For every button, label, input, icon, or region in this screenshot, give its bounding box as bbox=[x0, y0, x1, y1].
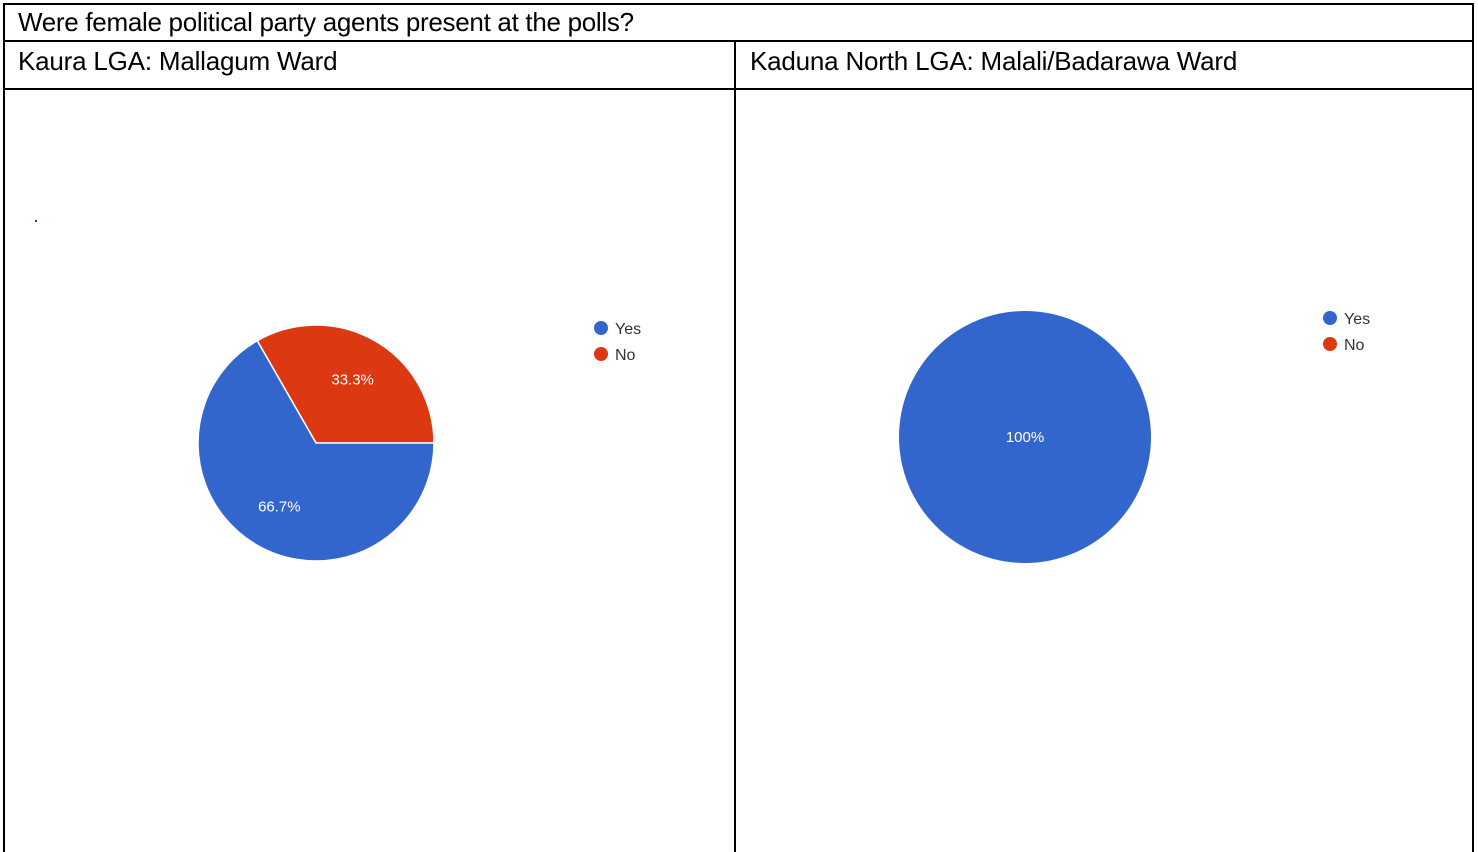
header-divider bbox=[3, 88, 1474, 90]
table-title: Were female political party agents prese… bbox=[18, 7, 634, 37]
column-heading-kaduna-north: Kaduna North LGA: Malali/Badarawa Ward bbox=[750, 46, 1238, 76]
column-heading-kaura: Kaura LGA: Mallagum Ward bbox=[18, 46, 338, 76]
table-frame bbox=[3, 3, 1474, 852]
title-divider bbox=[3, 40, 1474, 42]
column-divider bbox=[734, 41, 736, 852]
